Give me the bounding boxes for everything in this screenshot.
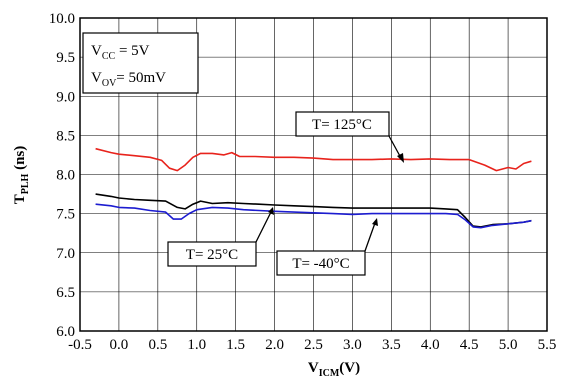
x-tick-label: 3.5 [382, 337, 401, 353]
annotation-minus40c-arrowhead [372, 218, 378, 226]
y-tick-label: 8.0 [56, 168, 75, 184]
x-tick-label: 5.5 [538, 337, 557, 353]
annotation-25c-arrowhead [268, 207, 274, 215]
y-tick-label: 8.5 [56, 128, 75, 144]
annotation-minus40c-label: T= -40°C [292, 256, 349, 272]
annotation-25c-leader [255, 211, 272, 243]
y-tick-label: 6.0 [56, 324, 75, 340]
annotation-25c-label: T= 25°C [186, 247, 238, 263]
x-tick-label: 5.0 [499, 337, 518, 353]
y-tick-label: 9.0 [56, 89, 75, 105]
x-tick-label: 2.0 [265, 337, 284, 353]
annotation-minus40c-leader [364, 222, 376, 252]
annotation-125c: T= 125°C [295, 111, 404, 163]
y-tick-label: 10.0 [49, 11, 75, 27]
annotation-25c-box [167, 241, 257, 267]
series-layer [95, 147, 532, 229]
y-tick-label: 9.5 [56, 50, 75, 66]
x-tick-label: 1.0 [187, 337, 206, 353]
x-tick-label: 0.0 [110, 337, 129, 353]
x-tick-label: 2.5 [304, 337, 323, 353]
series-125c-line [95, 147, 532, 172]
annotation-125c-arrowhead [397, 153, 404, 163]
annotation-minus40c-box [276, 250, 366, 276]
y-tick-label: 7.0 [56, 246, 75, 262]
y-tick-label: 7.5 [56, 207, 75, 223]
plot-frame [79, 17, 548, 332]
x-tick-label: 4.5 [460, 337, 479, 353]
annotation-25c: T= 25°C [167, 207, 274, 267]
annotation-minus40c: T= -40°C [276, 218, 378, 276]
x-tick-label: 0.5 [148, 337, 167, 353]
annotation-125c-box [295, 111, 390, 137]
annotation-125c-label: T= 125°C [312, 117, 372, 133]
y-tick-label: 6.5 [56, 285, 75, 301]
x-tick-label: 3.0 [343, 337, 362, 353]
x-tick-label: 4.0 [421, 337, 440, 353]
series-minus40c-line [95, 203, 532, 229]
x-tick-label: 1.5 [226, 337, 245, 353]
condition-vcc: VCC = 5V [91, 43, 150, 62]
conditions-box: VCC = 5V VOV= 50mV [82, 32, 199, 94]
y-axis-title: TPLH (ns) [12, 146, 31, 205]
annotation-125c-leader [388, 135, 402, 159]
x-axis-title: VICM(V) [308, 360, 360, 379]
x-tick-label: -0.5 [68, 337, 92, 353]
tick-labels: -0.5 0.0 0.5 1.0 1.5 2.0 2.5 3.0 3.5 4.0 4.5 5.0 5.5… [49, 11, 557, 353]
conditions-frame [82, 32, 199, 94]
condition-vov: VOV= 50mV [91, 70, 166, 89]
